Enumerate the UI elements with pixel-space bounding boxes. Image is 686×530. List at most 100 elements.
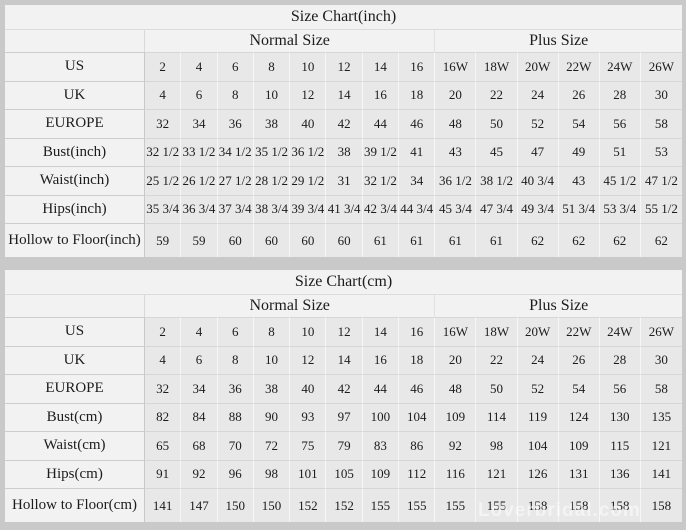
size-cell: 38 [326,137,363,166]
size-cell: 48 [435,109,477,138]
size-cell: 126 [517,459,559,488]
size-cell: 14 [326,345,363,374]
size-cell: 92 [181,459,218,488]
size-cell: 42 [326,109,363,138]
size-row: UK 4 6 8 10 12 14 16 18 20 22 24 26 28 30 [5,80,682,109]
size-cell: 121 [640,431,682,460]
size-cell: 24W [599,52,641,81]
group-header-plus-size: Plus Size [435,295,682,317]
size-cell: 155 [476,488,518,522]
size-cell: 38 1/2 [476,166,518,195]
size-row: Hollow to Floor(inch) 59 59 60 60 60 60 61 61 61 6… [5,223,682,257]
size-cell: 84 [181,402,218,431]
size-cell: 16 [362,80,400,109]
group-header-plus-size: Plus Size [435,30,682,52]
size-cell: 48 [435,374,477,403]
size-cell: 47 3/4 [476,194,518,223]
size-cell: 45 1/2 [599,166,641,195]
group-header-normal-size: Normal Size [145,30,436,52]
size-cell: 46 [399,109,436,138]
size-cell: 27 1/2 [217,166,254,195]
size-cell: 39 3/4 [290,194,327,223]
size-cell: 49 [558,137,600,166]
size-cell: 155 [435,488,477,522]
size-cell: 58 [640,109,682,138]
size-cell: 41 3/4 [326,194,363,223]
size-cell: 32 1/2 [362,166,400,195]
size-cell: 47 [517,137,559,166]
size-cell: 92 [435,431,477,460]
size-cell: 83 [362,431,400,460]
size-cell: 105 [326,459,363,488]
size-cell: 68 [181,431,218,460]
size-cell: 18 [399,345,436,374]
row-label: US [5,317,145,346]
size-cell: 109 [558,431,600,460]
size-cell: 150 [217,488,254,522]
size-cell: 43 [435,137,477,166]
size-cell: 44 3/4 [399,194,436,223]
size-cell: 8 [253,52,291,81]
size-cell: 40 [290,374,327,403]
size-cell: 104 [399,402,436,431]
size-cell: 25 1/2 [145,166,182,195]
size-cell: 62 [517,223,559,257]
row-label: Hollow to Floor(cm) [5,488,145,522]
size-cell: 98 [476,431,518,460]
size-cell: 112 [399,459,436,488]
size-row: EUROPE 32 34 36 38 40 42 44 46 48 50 52 54 56 58 [5,109,682,138]
size-cell: 20 [435,80,477,109]
size-cell: 150 [253,488,291,522]
size-cell: 24 [517,345,559,374]
size-cell: 6 [181,345,218,374]
size-cell: 93 [290,402,327,431]
size-cell: 47 1/2 [640,166,682,195]
size-cell: 29 1/2 [290,166,327,195]
size-row: Hips(inch) 35 3/4 36 3/4 37 3/4 38 3/4 39 3/4… [5,194,682,223]
size-cell: 49 3/4 [517,194,559,223]
row-label: Bust(inch) [5,137,145,166]
size-cell: 4 [181,317,218,346]
size-cell: 22 [476,345,518,374]
size-row: UK 4 6 8 10 12 14 16 18 20 22 24 26 28 30 [5,345,682,374]
size-cell: 62 [640,223,682,257]
row-label: Hips(inch) [5,194,145,223]
size-cell: 62 [599,223,641,257]
table-title: Size Chart(inch) [5,5,682,30]
size-cell: 158 [517,488,559,522]
size-cell: 18W [476,317,518,346]
size-cell: 10 [253,80,291,109]
size-cell: 54 [558,374,600,403]
size-chart-cm-table: Size Chart(cm) Normal Size Plus Size US 2… [5,270,682,522]
row-label: UK [5,80,145,109]
size-cell: 61 [476,223,518,257]
size-cell: 152 [326,488,363,522]
size-cell: 42 3/4 [362,194,400,223]
size-cell: 8 [217,345,254,374]
size-cell: 88 [217,402,254,431]
size-cell: 155 [399,488,436,522]
size-cell: 109 [435,402,477,431]
size-cell: 8 [253,317,291,346]
size-cell: 61 [435,223,477,257]
table-title: Size Chart(cm) [5,270,682,295]
size-cell: 98 [253,459,291,488]
size-cell: 14 [362,52,400,81]
size-cell: 60 [326,223,363,257]
size-row: Hips(cm) 91 92 96 98 101 105 109 112 116 121 126 131… [5,459,682,488]
size-cell: 52 [517,374,559,403]
size-cell: 32 [145,374,182,403]
size-cell: 79 [326,431,363,460]
size-cell: 33 1/2 [181,137,218,166]
size-cell: 4 [145,345,182,374]
size-cell: 109 [362,459,400,488]
size-cell: 24 [517,80,559,109]
size-cell: 26 1/2 [181,166,218,195]
size-row: Hollow to Floor(cm) 141 147 150 150 152 152 155… [5,488,682,522]
size-cell: 36 [217,374,254,403]
size-cell: 22W [558,317,600,346]
size-cell: 2 [145,52,182,81]
size-cell: 54 [558,109,600,138]
size-cell: 75 [290,431,327,460]
size-cell: 90 [253,402,291,431]
